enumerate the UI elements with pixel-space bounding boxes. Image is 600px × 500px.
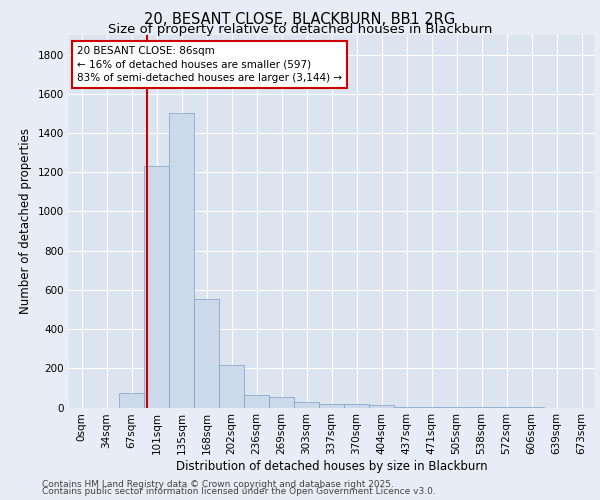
Bar — [194, 298, 219, 408]
Text: Contains HM Land Registry data © Crown copyright and database right 2025.: Contains HM Land Registry data © Crown c… — [42, 480, 394, 489]
Bar — [144, 166, 169, 408]
Bar — [269, 396, 294, 407]
Bar — [344, 404, 369, 407]
Bar — [294, 402, 319, 407]
Text: 20 BESANT CLOSE: 86sqm
← 16% of detached houses are smaller (597)
83% of semi-de: 20 BESANT CLOSE: 86sqm ← 16% of detached… — [77, 46, 342, 82]
Bar — [119, 393, 144, 407]
Bar — [369, 404, 394, 407]
Bar — [219, 366, 244, 408]
Y-axis label: Number of detached properties: Number of detached properties — [19, 128, 32, 314]
Bar — [394, 406, 419, 408]
Bar — [244, 395, 269, 407]
Text: Size of property relative to detached houses in Blackburn: Size of property relative to detached ho… — [108, 22, 492, 36]
Text: 20, BESANT CLOSE, BLACKBURN, BB1 2RG: 20, BESANT CLOSE, BLACKBURN, BB1 2RG — [145, 12, 455, 28]
Text: Contains public sector information licensed under the Open Government Licence v3: Contains public sector information licen… — [42, 487, 436, 496]
Bar — [169, 114, 194, 408]
Bar — [419, 407, 444, 408]
Bar — [319, 404, 344, 407]
X-axis label: Distribution of detached houses by size in Blackburn: Distribution of detached houses by size … — [176, 460, 487, 473]
